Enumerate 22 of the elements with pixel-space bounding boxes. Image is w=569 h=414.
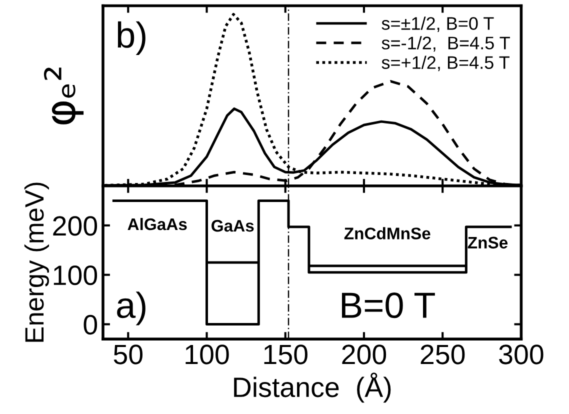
x-tick-label: 300 — [499, 344, 544, 364]
annotation: b) — [118, 21, 146, 56]
annotation: AlGaAs — [128, 218, 187, 230]
x-tick-label: 250 — [420, 344, 465, 364]
x-tick-label: 50 — [114, 344, 143, 364]
y-tick-label: 100 — [54, 266, 98, 286]
y-tick-label: 0 — [84, 314, 98, 335]
legend-label: s=-1/2, B=4.5 T — [382, 36, 510, 52]
annotation: a) — [117, 292, 146, 326]
x-tick-label: 100 — [186, 344, 229, 364]
legend-label: s=+1/2, B=4.5 T — [382, 56, 510, 72]
annotation: ZnCdMnSe — [344, 227, 430, 240]
annotation: B=0 T — [342, 292, 435, 318]
y-tick-label: 200 — [53, 216, 98, 236]
x-axis-title: Distance (Å) — [234, 372, 391, 403]
x-tick-label: 200 — [342, 344, 386, 364]
x-tick-label: 150 — [264, 344, 308, 364]
annotation: ZnSe — [468, 236, 508, 249]
legend-label: s=±1/2, B=0 T — [382, 16, 494, 32]
annotation: GaAs — [212, 220, 254, 232]
y-axis-title: Energy (meV) — [24, 182, 50, 342]
y-axis-title: φₑ² — [44, 68, 84, 124]
